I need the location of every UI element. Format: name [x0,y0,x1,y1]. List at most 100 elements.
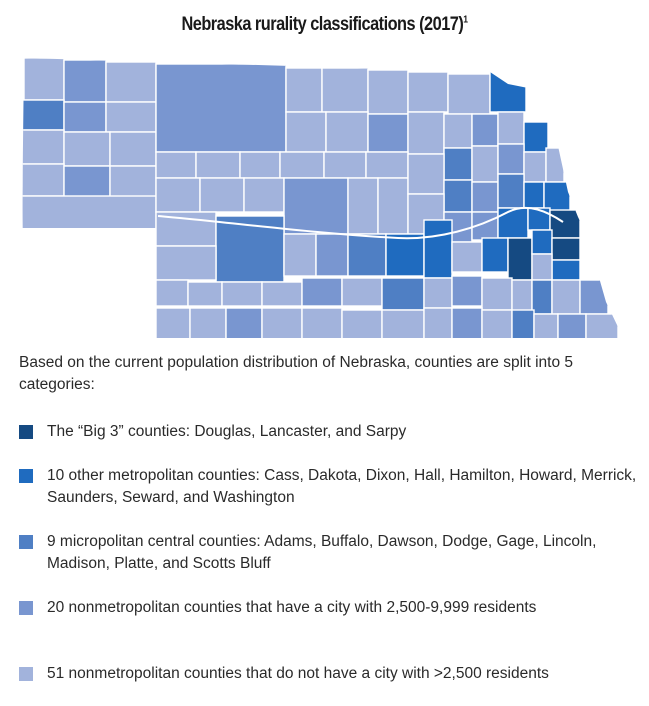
county-32 [523,151,547,183]
county-98 [533,313,559,338]
county-67 [481,237,509,273]
county-5 [63,101,107,133]
county-1 [23,58,65,101]
county-56 [527,207,551,231]
county-84 [531,279,553,315]
county-49 [497,173,525,209]
county-35 [195,151,241,179]
county-16 [321,67,369,113]
legend-swatch-nonmetro-rural [19,667,33,681]
county-19 [325,111,369,153]
county-91 [301,307,343,338]
county-44 [347,177,379,235]
county-27 [497,111,525,145]
nebraska-county-map [22,58,618,338]
county-61 [283,233,317,277]
county-20 [367,113,409,153]
title-footnote: 1 [463,14,468,26]
county-47 [443,179,473,213]
county-6 [105,101,157,133]
county-89 [225,307,263,338]
county-96 [481,309,513,338]
county-layer [22,58,618,338]
county-62 [315,233,349,277]
county-99 [557,313,587,338]
legend-swatch-nonmetro-city [19,601,33,615]
county-100 [585,313,618,338]
legend-label-micro: 9 micropolitan central counties: Adams, … [47,533,597,572]
county-94 [423,307,453,338]
county-74 [187,281,223,307]
county-57 [549,209,581,239]
county-92 [341,309,383,338]
county-71 [551,259,581,281]
county-82 [481,277,513,311]
county-34 [155,151,197,179]
county-43 [283,177,349,235]
county-55 [497,207,529,239]
county-50 [523,181,545,209]
county-65 [423,219,453,279]
legend-swatch-metro [19,469,33,483]
county-31 [497,143,525,175]
county-3 [105,61,157,103]
county-80 [423,277,453,309]
legend-swatch-micro [19,535,33,549]
county-83 [511,279,533,315]
legend-swatch-big3 [19,425,33,439]
county-28 [523,121,549,153]
county-86 [579,279,609,315]
county-97 [511,309,535,338]
county-23 [489,71,527,113]
county-60 [155,245,217,281]
county-38 [323,151,367,179]
county-75 [221,281,263,307]
title-text: Nebraska rurality classifications (2017) [181,14,464,35]
county-42 [243,177,285,213]
county-7 [22,129,65,165]
map-title: Nebraska rurality classifications (2017)… [45,14,603,36]
county-9 [109,131,157,167]
county-24 [407,111,445,155]
county-39 [365,151,409,179]
county-69 [531,229,553,255]
county-76 [261,281,303,307]
county-2 [63,59,107,103]
legend-label-metro: 10 other metropolitan counties: Cass, Da… [47,467,637,506]
legend-label-nonmetro-city: 20 nonmetropolitan counties that have a … [47,599,537,616]
county-85 [551,279,581,315]
legend-label-nonmetro-rural: 51 nonmetropolitan counties that do not … [47,665,549,682]
county-14 [155,63,287,153]
county-15 [285,67,323,113]
county-90 [261,307,303,338]
county-87 [155,307,191,338]
county-73 [155,279,189,307]
county-12 [109,165,157,199]
legend-label-big3: The “Big 3” counties: Douglas, Lancaster… [47,423,407,440]
county-78 [341,277,383,307]
county-41 [199,177,245,213]
county-70 [551,237,581,261]
county-13 [22,195,157,231]
county-25 [443,113,473,149]
county-88 [189,307,227,338]
county-26 [471,113,499,147]
county-4 [22,99,65,131]
county-30 [471,145,499,183]
county-21 [407,71,449,113]
county-45 [377,177,409,235]
county-72 [531,253,553,281]
county-40 [155,177,201,213]
platte-river-line [157,206,564,240]
county-48 [471,181,499,213]
county-64 [385,233,425,277]
county-22 [447,73,491,115]
county-37 [279,151,325,179]
county-93 [381,309,425,338]
county-79 [381,277,425,311]
county-33 [545,147,565,183]
county-66 [451,241,483,273]
county-18 [285,111,327,153]
county-10 [22,163,65,197]
county-46 [407,153,445,195]
